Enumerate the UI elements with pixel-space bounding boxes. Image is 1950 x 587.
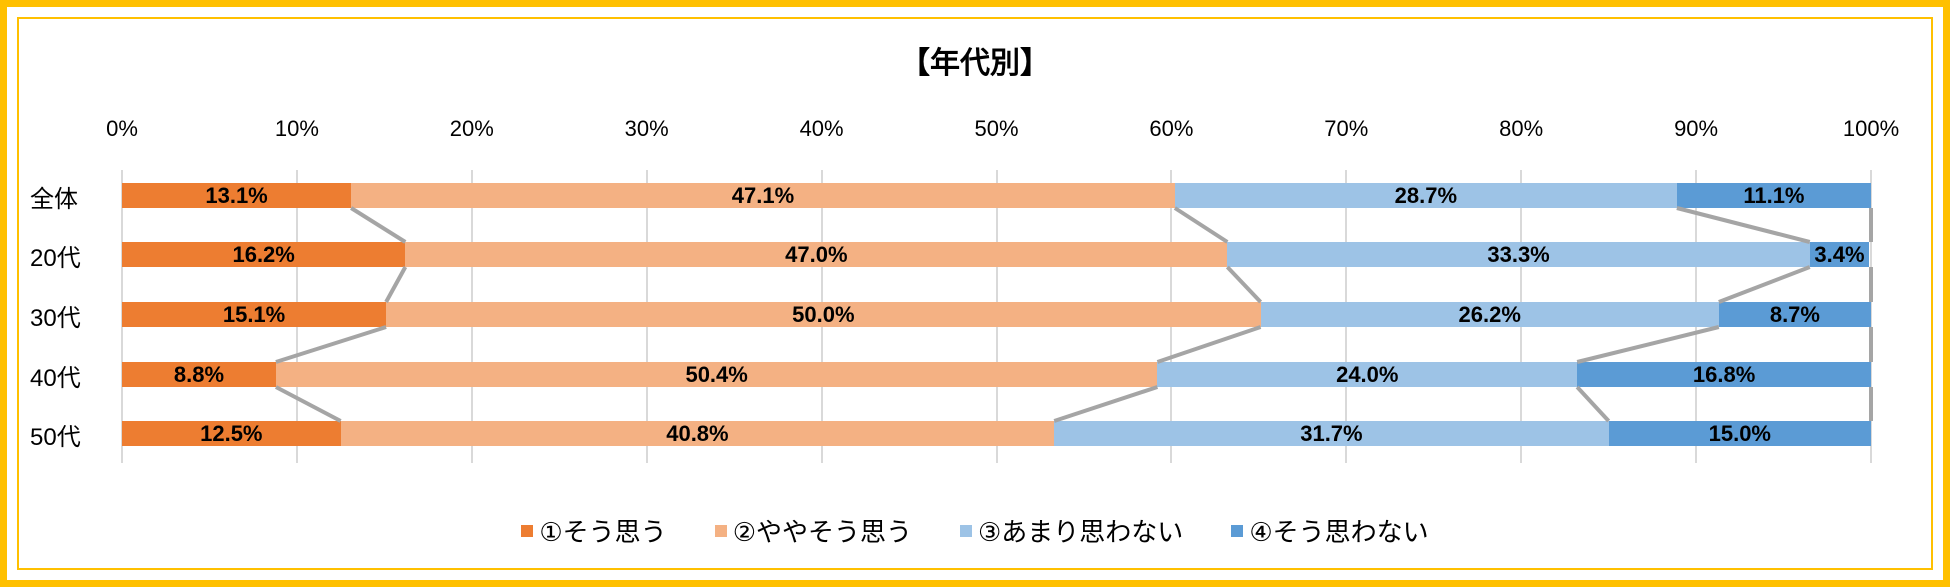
chart-frame-inner [17,17,1933,570]
chart-title: 【年代別】 [900,47,1050,80]
data-label: 8.8% [173,361,225,387]
x-tick-label: 20% [449,116,494,141]
x-tick-label: 40% [799,116,844,141]
legend-swatch-icon [1231,524,1244,537]
data-label: 26.2% [1458,301,1521,327]
category-label: 全体 [30,186,78,213]
data-label: 33.3% [1487,241,1550,267]
legend-label: ④そう思わない [1249,517,1429,547]
bar-segment: 12.5% [122,421,341,446]
bar-segment: 47.1% [351,183,1175,208]
x-tick-label: 10% [274,116,319,141]
x-tick-label: 60% [1149,116,1194,141]
bar-segment: 3.4% [1809,241,1870,267]
bar-segment: 31.7% [1054,420,1609,446]
legend-item: ①そう思う [521,512,667,549]
data-label: 8.7% [1769,301,1820,327]
legend-item: ④そう思わない [1231,512,1429,549]
data-label: 31.7% [1300,420,1363,446]
legend-label: ③あまり思わない [978,517,1184,547]
legend-swatch-icon [521,524,534,537]
category-label: 30代 [30,305,81,332]
x-tick-label: 30% [624,116,669,141]
data-label: 47.1% [731,182,795,208]
bar-segment: 50.4% [275,361,1158,387]
gridline [1870,170,1872,463]
data-label: 13.1% [205,182,268,208]
bar-segment: 16.8% [1577,362,1871,387]
bar-segment: 11.1% [1676,182,1871,208]
x-tick-label: 80% [1499,116,1544,141]
data-label: 28.7% [1394,182,1458,208]
legend-label: ①そう思う [539,517,667,547]
bar-segment: 26.2% [1260,301,1719,327]
bar-segment: 16.2% [122,241,406,267]
legend-item: ③あまり思わない [960,512,1183,549]
x-tick-label: 100% [1842,116,1900,141]
data-label: 15.0% [1708,420,1771,446]
x-tick-label: 0% [106,116,138,141]
legend-swatch-icon [960,524,972,537]
bar-segment: 15.0% [1608,420,1871,446]
legend-swatch-icon [714,524,727,537]
bar-segment: 40.8% [340,420,1055,446]
bar-segment: 24.0% [1157,361,1578,387]
data-label: 50.4% [685,361,748,387]
data-label: 3.4% [1814,241,1865,267]
bar-segment: 28.7% [1174,182,1677,208]
legend: ①そう思う ②ややそう思う ③あまり思わない ④そう思わない [0,512,1950,549]
bar-segment: 13.1% [122,182,352,208]
bar-segment: 8.7% [1718,301,1871,327]
x-tick-label: 70% [1324,116,1369,141]
legend-item: ②ややそう思う [714,512,912,549]
data-label: 16.2% [232,241,295,267]
bar-segment: 33.3% [1227,241,1810,267]
data-label: 47.0% [785,241,848,267]
data-label: 50.0% [792,301,855,327]
x-tick-label: 50% [974,116,1019,141]
category-label: 40代 [30,365,81,392]
bar-segment: 50.0% [386,302,1261,327]
data-label: 15.1% [222,301,286,327]
category-label: 50代 [30,424,81,451]
x-tick-label: 90% [1674,116,1719,141]
data-label: 16.8% [1692,361,1756,387]
category-label: 20代 [30,245,81,272]
bar-segment: 47.0% [405,241,1228,267]
legend-label: ②ややそう思う [732,517,912,547]
data-label: 40.8% [666,420,729,446]
data-label: 11.1% [1743,182,1805,208]
data-label: 24.0% [1336,361,1399,387]
data-label: 12.5% [200,420,263,446]
bar-segment: 15.1% [122,301,387,327]
bar-segment: 8.8% [122,362,276,387]
